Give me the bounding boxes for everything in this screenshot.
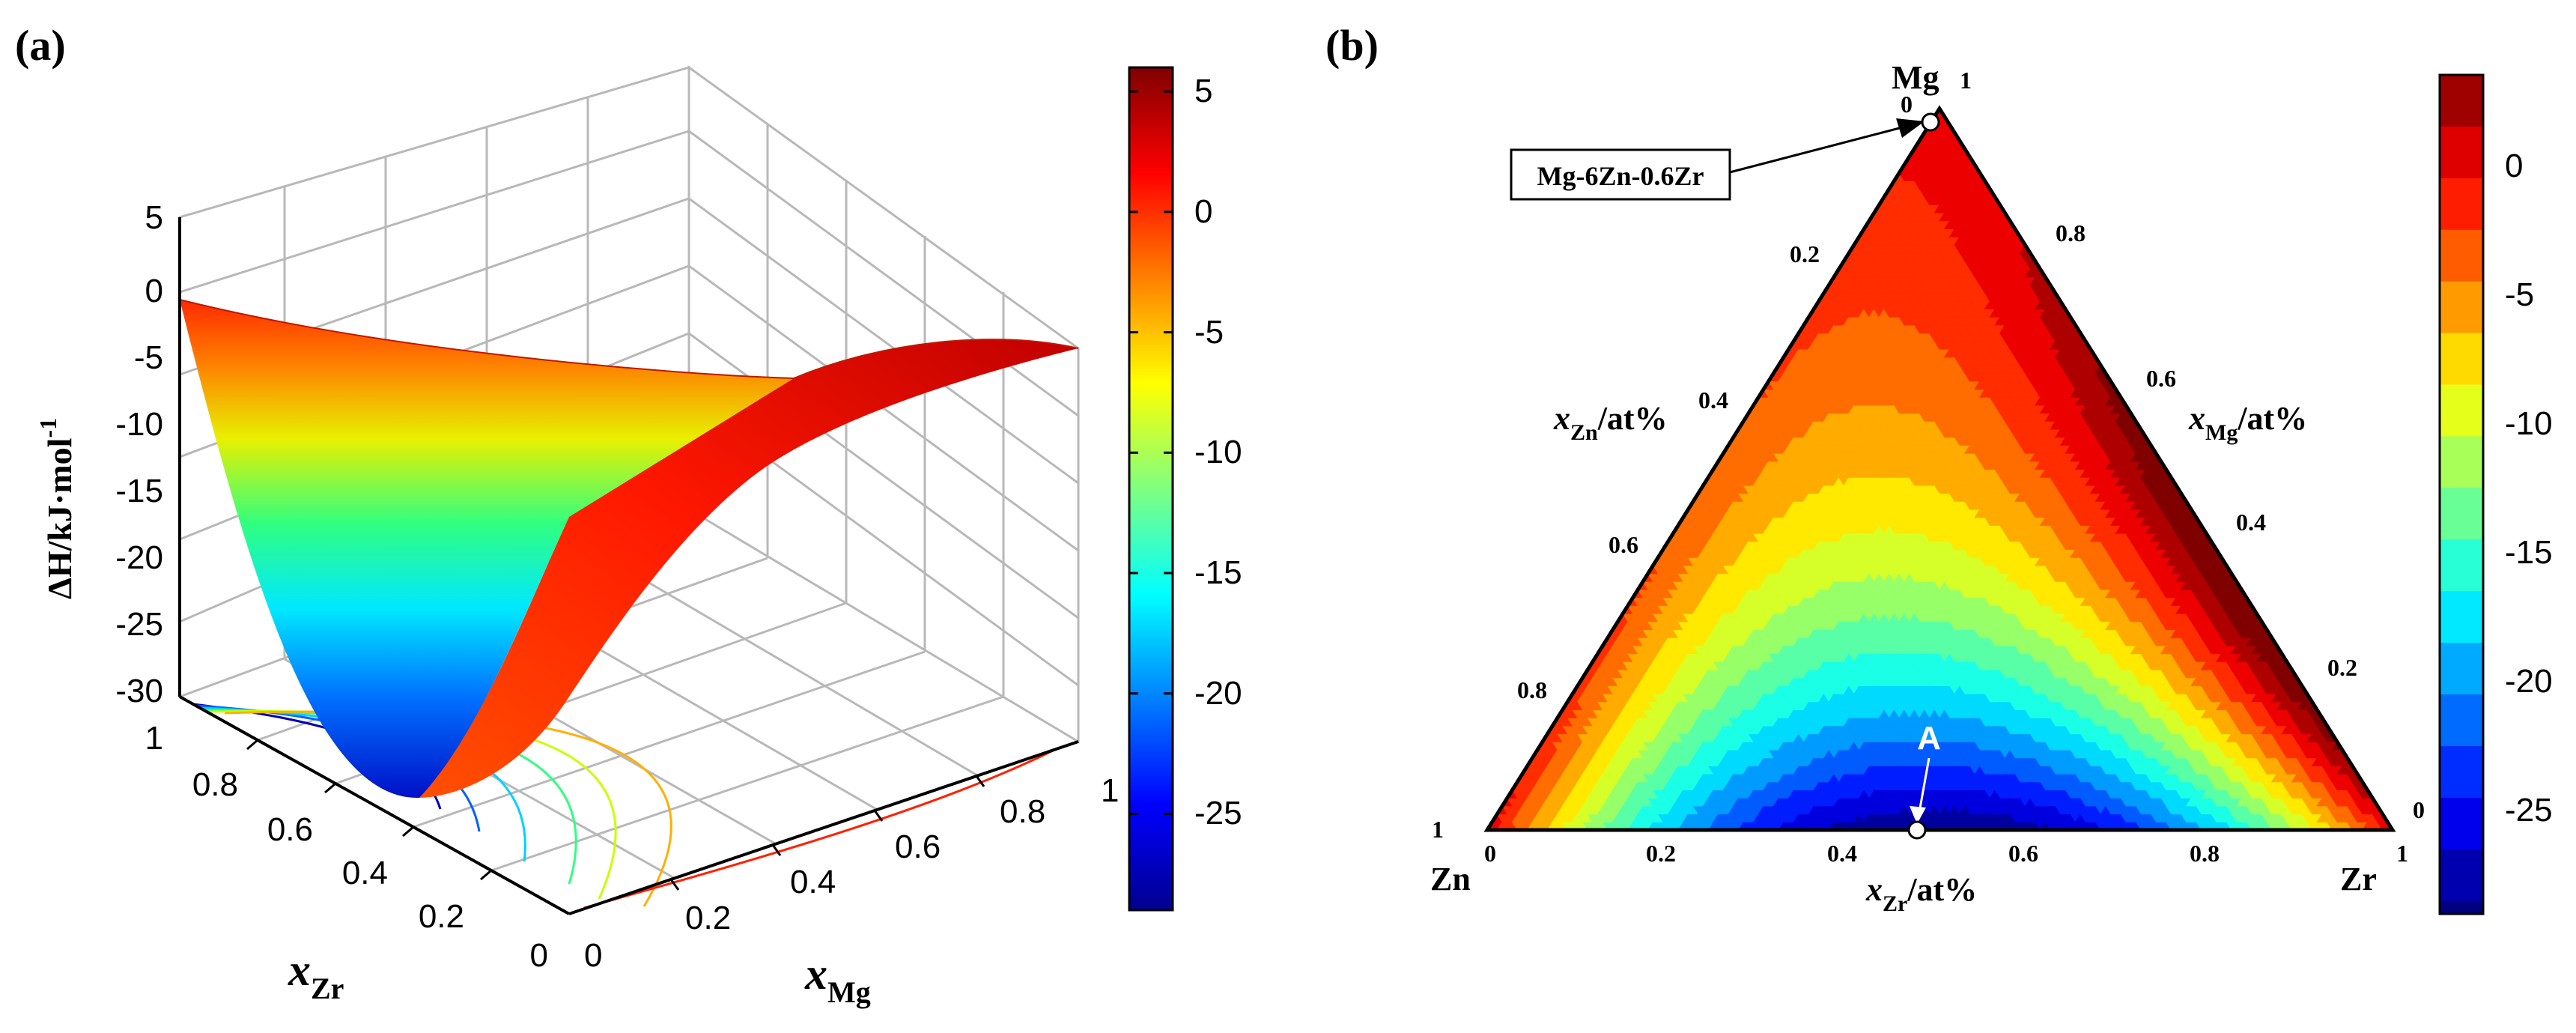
z-tick: -25 [115, 606, 163, 643]
panel-a-xzr-axis: 1 0.8 0.6 0.4 0.2 0 xZr [145, 695, 570, 1005]
colorbar-a-tick: -15 [1194, 554, 1242, 591]
z-tick: -20 [115, 539, 163, 576]
colorbar-a-tick: -20 [1194, 675, 1242, 712]
xmg-tick: 0 [584, 937, 602, 974]
xzr-tick: 0 [530, 937, 548, 974]
panel-a-z-axis: 5 0 -5 -10 -15 -20 -25 -30 ΔH/kJ·mol-1 [34, 199, 181, 709]
xmg-tick: 1 [1101, 772, 1119, 809]
xmg-tick: 0.8 [1000, 793, 1045, 830]
xzr-tick: 0.4 [342, 855, 388, 891]
z-tick: -5 [134, 339, 163, 376]
xzr-axis-label: xZr [288, 945, 344, 1005]
xmg-axis-label: xMg [804, 949, 871, 1009]
colorbar-a-tick: -5 [1194, 314, 1224, 351]
z-tick: -10 [115, 406, 163, 443]
xmg-tick: 0.6 [895, 828, 941, 865]
panel-a-surface [179, 299, 1079, 799]
xzr-tick: 0.2 [419, 898, 464, 935]
xzr-tick: 1 [145, 720, 163, 757]
panel-a-floor-contours [192, 703, 1057, 909]
colorbar-a-tick: 5 [1194, 73, 1212, 109]
xzr-tick: 0.8 [192, 766, 238, 803]
xmg-tick: 0.4 [790, 864, 836, 900]
colorbar-a-tick: 0 [1194, 193, 1212, 230]
panel-a-label: (a) [15, 21, 66, 70]
z-tick: 5 [145, 199, 163, 236]
z-axis-label: ΔH/kJ·mol-1 [34, 418, 79, 599]
z-tick: 0 [145, 273, 163, 309]
panel-a-colorbar: 5 0 -5 -10 -15 -20 -25 [1128, 66, 1242, 912]
colorbar-a-tick: -10 [1194, 434, 1242, 470]
panel-a-xmg-axis: 0 0.2 0.4 0.6 0.8 1 xMg [568, 740, 1119, 1009]
surface-valley [180, 300, 794, 799]
surface-ridge [419, 339, 1078, 798]
colorbar-a-scale [1128, 66, 1174, 912]
xzr-tick: 0.6 [267, 811, 313, 848]
z-tick: -30 [115, 673, 163, 709]
xmg-tick: 0.2 [685, 900, 731, 936]
colorbar-a-tick: -25 [1194, 795, 1242, 831]
panel-b-label: (b) [1325, 21, 1379, 70]
z-tick: -15 [115, 473, 163, 509]
